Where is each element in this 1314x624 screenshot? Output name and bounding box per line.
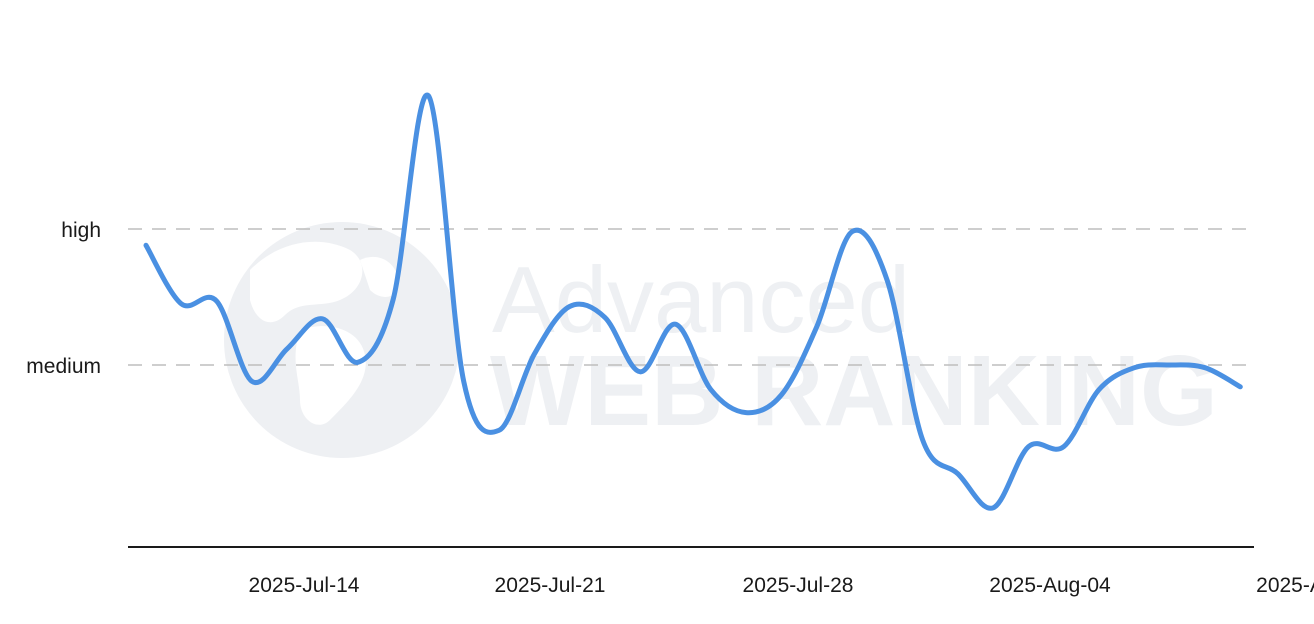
data-point <box>708 387 714 393</box>
data-point <box>990 505 996 511</box>
data-point <box>496 427 502 433</box>
data-point <box>143 242 149 248</box>
data-point <box>778 392 784 398</box>
watermark-line1: Advanced <box>492 247 910 352</box>
data-point <box>355 359 361 365</box>
globe-icon <box>224 222 460 458</box>
data-point <box>249 378 255 384</box>
data-point <box>425 93 431 99</box>
data-point <box>1026 444 1032 450</box>
gridlines <box>128 228 1254 366</box>
data-point <box>1131 365 1137 371</box>
data-point <box>214 298 220 304</box>
data-point <box>1237 384 1243 390</box>
data-point <box>461 378 467 384</box>
data-point <box>884 278 890 284</box>
x-tick-label: 2025-Jul-14 <box>249 574 360 597</box>
data-point <box>390 297 396 303</box>
y-tick-label-high: high <box>61 219 101 242</box>
x-tick-label: 2025-Jul-21 <box>495 574 606 597</box>
data-point <box>814 324 820 330</box>
x-tick-label: 2025-A <box>1256 574 1314 597</box>
data-point <box>920 437 926 443</box>
x-tick-label: 2025-Jul-28 <box>743 574 854 597</box>
x-axis-labels: 2025-Jul-14 2025-Jul-21 2025-Jul-28 2025-Au… <box>249 574 1314 597</box>
data-point <box>531 351 537 357</box>
data-point <box>673 321 679 327</box>
data-point <box>849 229 855 235</box>
data-point <box>1202 365 1208 371</box>
data-point <box>178 301 184 307</box>
series-layer <box>143 92 1243 511</box>
data-point <box>284 346 290 352</box>
y-axis-labels: high medium <box>26 219 101 378</box>
data-point <box>1061 444 1067 450</box>
watermark: Advanced WEB RANKING <box>224 222 1218 458</box>
series-line-0 <box>143 92 1243 511</box>
data-point <box>602 314 608 320</box>
data-point <box>567 304 573 310</box>
data-point <box>743 410 749 416</box>
data-point <box>637 369 643 375</box>
data-point <box>1167 362 1173 368</box>
data-point <box>1096 387 1102 393</box>
watermark-line2: WEB RANKING <box>490 335 1218 447</box>
data-point <box>955 471 961 477</box>
x-tick-label: 2025-Aug-04 <box>989 574 1111 597</box>
y-tick-label-medium: medium <box>26 355 101 378</box>
data-point <box>320 316 326 322</box>
